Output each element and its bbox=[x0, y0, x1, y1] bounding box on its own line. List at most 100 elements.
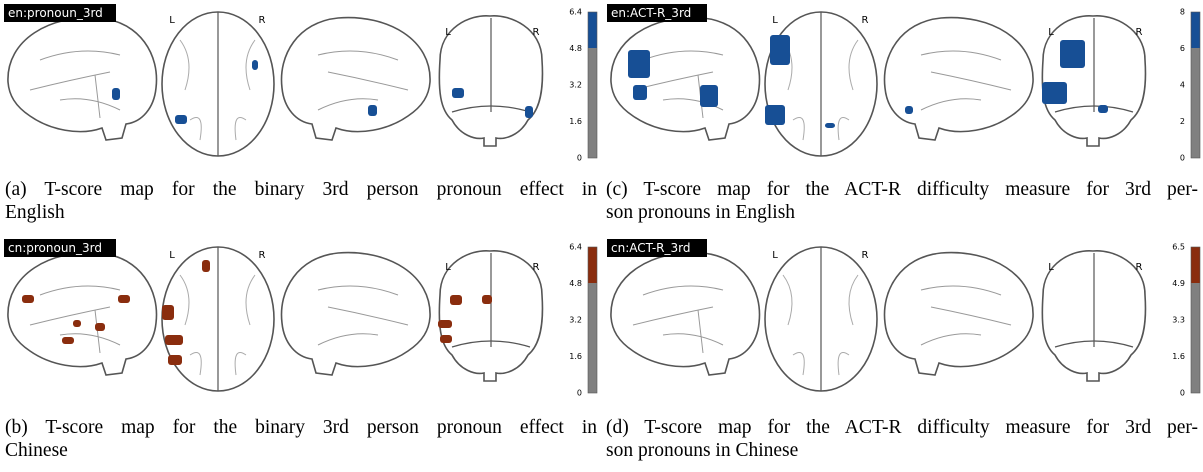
view-label: R bbox=[1136, 27, 1143, 38]
colorbar-tick-label: 3.3 bbox=[1172, 316, 1185, 325]
caption-line: son pronouns in Chinese bbox=[606, 439, 1198, 462]
caption-line: (d) T-score map for the ACT-R difficulty… bbox=[606, 416, 1198, 439]
colorbar-tick-label: 6.4 bbox=[569, 243, 582, 252]
brain-sagittal-right bbox=[281, 18, 430, 140]
colorbar-tick-label: 4.8 bbox=[569, 279, 582, 288]
caption: (a) T-score map for the binary 3rd perso… bbox=[5, 178, 597, 224]
colorbar-color bbox=[1191, 12, 1200, 48]
figure: en:pronoun_3rd L R L R 6.4 4.8 3.2 1.6 0 en:ACT-R_… bbox=[0, 0, 1203, 472]
activation bbox=[1042, 82, 1067, 104]
activation bbox=[368, 105, 377, 116]
activation bbox=[770, 35, 790, 65]
brain-sagittal-left bbox=[611, 18, 760, 140]
view-label: R bbox=[533, 262, 540, 273]
view-label: L bbox=[169, 250, 175, 261]
activation bbox=[450, 295, 462, 305]
brain-sagittal-left bbox=[8, 253, 157, 375]
colorbar-tick-label: 0 bbox=[577, 389, 582, 398]
brain-sagittal-left bbox=[8, 18, 157, 140]
view-label: R bbox=[259, 250, 266, 261]
page: en:pronoun_3rd L R L R 6.4 4.8 3.2 1.6 0 en:ACT-R_… bbox=[0, 0, 1203, 472]
activation bbox=[95, 323, 105, 331]
panel-label: en:ACT-R_3rd bbox=[611, 6, 691, 20]
activation bbox=[438, 320, 452, 328]
sulci bbox=[30, 51, 120, 118]
colorbar-tick-label: 0 bbox=[1180, 389, 1185, 398]
panel-label: en:pronoun_3rd bbox=[8, 6, 103, 20]
view-label: L bbox=[1048, 262, 1054, 273]
colorbar-tick-label: 0 bbox=[577, 154, 582, 163]
activation bbox=[22, 295, 34, 303]
caption: (d) T-score map for the ACT-R difficulty… bbox=[606, 416, 1198, 462]
caption-line: (a) T-score map for the binary 3rd perso… bbox=[5, 178, 597, 201]
colorbar-tick-label: 1.6 bbox=[569, 117, 582, 126]
colorbar-color bbox=[1191, 247, 1200, 283]
activation bbox=[905, 106, 913, 114]
colorbar-tick-label: 6.4 bbox=[569, 8, 582, 17]
colorbar-color bbox=[588, 12, 597, 48]
activation bbox=[1098, 105, 1108, 113]
colorbar-tick-label: 1.6 bbox=[569, 352, 582, 361]
view-label: L bbox=[169, 15, 175, 26]
view-label: L bbox=[1048, 27, 1054, 38]
panel: en:pronoun_3rd L R L R 6.4 4.8 3.2 1.6 0 bbox=[4, 4, 597, 163]
activation bbox=[482, 295, 492, 304]
activation bbox=[165, 335, 183, 345]
colorbar-tick-label: 6 bbox=[1180, 44, 1185, 53]
panel-label: cn:pronoun_3rd bbox=[8, 241, 102, 255]
view-label: R bbox=[533, 27, 540, 38]
colorbar-tick-label: 3.2 bbox=[569, 81, 582, 90]
sulci bbox=[633, 286, 723, 353]
view-label: R bbox=[862, 15, 869, 26]
sulci bbox=[30, 286, 120, 353]
view-label: L bbox=[772, 250, 778, 261]
sulci bbox=[318, 286, 408, 345]
brain-sagittal-right bbox=[281, 253, 430, 375]
activation bbox=[633, 85, 647, 100]
sulci bbox=[318, 51, 408, 110]
caption-line: Chinese bbox=[5, 439, 597, 462]
activation bbox=[252, 60, 258, 70]
activation bbox=[628, 50, 650, 78]
view-label: L bbox=[445, 27, 451, 38]
caption-line: (c) T-score map for the ACT-R difficulty… bbox=[606, 178, 1198, 201]
activation bbox=[175, 115, 187, 124]
panel-label: cn:ACT-R_3rd bbox=[611, 241, 691, 255]
sulci bbox=[921, 51, 1011, 110]
view-label: R bbox=[862, 250, 869, 261]
activation bbox=[825, 123, 835, 128]
brain-sagittal-right bbox=[884, 18, 1033, 140]
panel: en:ACT-R_3rdLRLR86420 bbox=[607, 4, 1200, 163]
sulci bbox=[921, 286, 1011, 345]
colorbar-tick-label: 2 bbox=[1180, 117, 1185, 126]
view-label: L bbox=[772, 15, 778, 26]
colorbar-tick-label: 4.9 bbox=[1172, 279, 1185, 288]
activation bbox=[162, 305, 174, 320]
caption: (c) T-score map for the ACT-R difficulty… bbox=[606, 178, 1198, 224]
activation bbox=[525, 106, 533, 118]
activation bbox=[440, 335, 452, 343]
activation bbox=[112, 88, 120, 100]
activation bbox=[168, 355, 182, 365]
caption-line: son pronouns in English bbox=[606, 201, 1198, 224]
colorbar-color bbox=[588, 247, 597, 283]
colorbar-tick-label: 0 bbox=[1180, 154, 1185, 163]
colorbar-tick-label: 4.8 bbox=[569, 44, 582, 53]
caption-line: English bbox=[5, 201, 597, 224]
view-label: R bbox=[259, 15, 266, 26]
brain-sagittal-left bbox=[611, 253, 760, 375]
activation bbox=[62, 337, 74, 344]
activation bbox=[73, 320, 81, 327]
caption-line: (b) T-score map for the binary 3rd perso… bbox=[5, 416, 597, 439]
activation bbox=[1060, 40, 1085, 68]
activation bbox=[118, 295, 130, 303]
colorbar-tick-label: 1.6 bbox=[1172, 352, 1185, 361]
activation bbox=[202, 260, 210, 272]
activation bbox=[700, 85, 718, 107]
view-label: L bbox=[445, 262, 451, 273]
brain-sagittal-right bbox=[884, 253, 1033, 375]
colorbar-tick-label: 6.5 bbox=[1172, 243, 1185, 252]
caption: (b) T-score map for the binary 3rd perso… bbox=[5, 416, 597, 462]
